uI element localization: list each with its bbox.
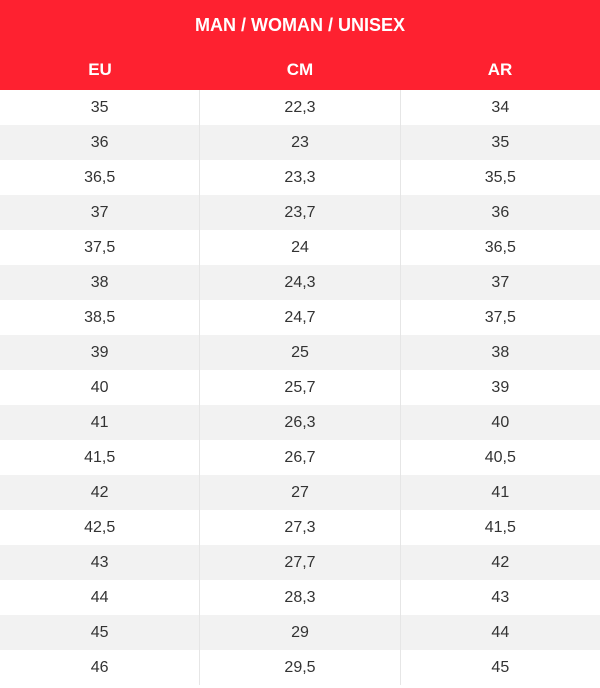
table-cell: 36 xyxy=(90,134,109,151)
table-cell: 39 xyxy=(399,370,600,405)
table-cell: 37 xyxy=(90,204,109,221)
table-cell: 43 xyxy=(90,554,109,571)
table-cell: 44 xyxy=(90,589,109,606)
column-header: CM xyxy=(286,60,314,79)
table-cell: 35 xyxy=(90,99,109,116)
table-row: 39 25 38 xyxy=(0,335,600,370)
table-header: MAN / WOMAN / UNISEX EU CM AR xyxy=(0,0,600,90)
table-row: 38 24,3 37 xyxy=(0,265,600,300)
table-cell: 35,5 xyxy=(399,160,600,195)
table-cell: 29,5 xyxy=(199,650,399,685)
table-cell: 41,5 xyxy=(84,449,116,466)
table-cell: 38 xyxy=(90,274,109,291)
table-row: 41,5 26,7 40,5 xyxy=(0,440,600,475)
table-cell: 42,5 xyxy=(84,519,116,536)
table-row: 45 29 44 xyxy=(0,615,600,650)
table-cell: 44 xyxy=(399,615,600,650)
table-row: 46 29,5 45 xyxy=(0,650,600,685)
table-cell: 40 xyxy=(399,405,600,440)
table-row: 37 23,7 36 xyxy=(0,195,600,230)
table-cell: 23,7 xyxy=(199,195,399,230)
table-cell: 40 xyxy=(90,379,109,396)
table-row: 36,5 23,3 35,5 xyxy=(0,160,600,195)
column-header: AR xyxy=(487,60,513,79)
table-row: 44 28,3 43 xyxy=(0,580,600,615)
table-cell: 26,7 xyxy=(199,440,399,475)
table-row: 38,5 24,7 37,5 xyxy=(0,300,600,335)
table-cell: 27,3 xyxy=(199,510,399,545)
table-cell: 24,3 xyxy=(199,265,399,300)
table-cell: 37 xyxy=(399,265,600,300)
table-cell: 38,5 xyxy=(84,309,116,326)
table-cell: 46 xyxy=(90,659,109,676)
table-cell: 40,5 xyxy=(399,440,600,475)
table-cell: 26,3 xyxy=(199,405,399,440)
table-cell: 22,3 xyxy=(199,90,399,125)
table-body: 35 22,3 34 36 23 35 36,5 23,3 35,5 37 23,7 36 37,5 24… xyxy=(0,90,600,685)
table-cell: 28,3 xyxy=(199,580,399,615)
table-cell: 42 xyxy=(399,545,600,580)
table-row: 36 23 35 xyxy=(0,125,600,160)
table-cell: 43 xyxy=(399,580,600,615)
table-row: 40 25,7 39 xyxy=(0,370,600,405)
table-cell: 36 xyxy=(399,195,600,230)
table-cell: 35 xyxy=(399,125,600,160)
table-row: 43 27,7 42 xyxy=(0,545,600,580)
table-row: 42 27 41 xyxy=(0,475,600,510)
table-cell: 39 xyxy=(90,344,109,361)
table-cell: 36,5 xyxy=(84,169,116,186)
table-cell: 36,5 xyxy=(399,230,600,265)
table-cell: 27 xyxy=(199,475,399,510)
table-row: 41 26,3 40 xyxy=(0,405,600,440)
table-cell: 41 xyxy=(90,414,109,431)
table-cell: 29 xyxy=(199,615,399,650)
table-cell: 34 xyxy=(399,90,600,125)
table-cell: 45 xyxy=(90,624,109,641)
table-cell: 25 xyxy=(199,335,399,370)
table-cell: 25,7 xyxy=(199,370,399,405)
table-title: MAN / WOMAN / UNISEX xyxy=(195,15,405,35)
table-cell: 37,5 xyxy=(399,300,600,335)
table-cell: 27,7 xyxy=(199,545,399,580)
table-cell: 42 xyxy=(90,484,109,501)
table-cell: 24,7 xyxy=(199,300,399,335)
table-row: 37,5 24 36,5 xyxy=(0,230,600,265)
table-cell: 23,3 xyxy=(199,160,399,195)
table-cell: 37,5 xyxy=(84,239,116,256)
table-row: 35 22,3 34 xyxy=(0,90,600,125)
column-headers: EU CM AR xyxy=(0,50,600,90)
column-header: EU xyxy=(88,60,112,79)
table-row: 42,5 27,3 41,5 xyxy=(0,510,600,545)
table-cell: 41 xyxy=(399,475,600,510)
table-cell: 38 xyxy=(399,335,600,370)
table-cell: 24 xyxy=(199,230,399,265)
table-cell: 23 xyxy=(199,125,399,160)
table-cell: 45 xyxy=(399,650,600,685)
table-cell: 41,5 xyxy=(399,510,600,545)
